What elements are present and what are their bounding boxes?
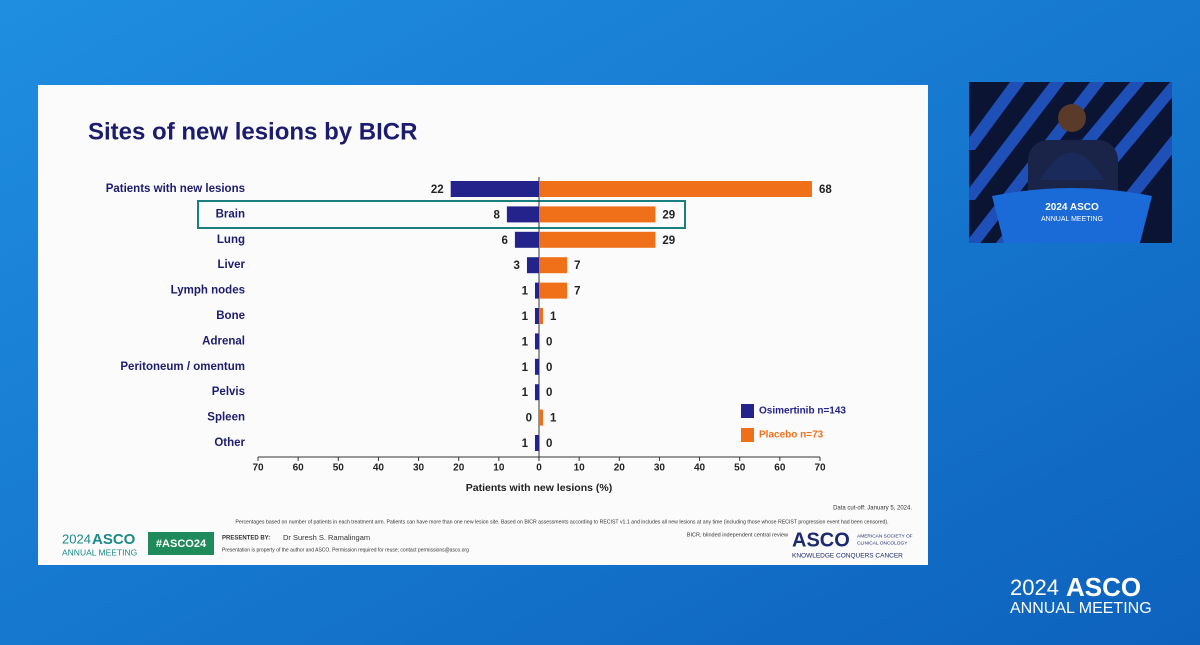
presented-by-label: PRESENTED BY: — [222, 536, 270, 542]
society-tagline: KNOWLEDGE CONQUERS CANCER — [792, 553, 903, 560]
hashtag: #ASCO24 — [156, 538, 207, 550]
x-tick-label: 70 — [814, 463, 826, 474]
data-label: 7 — [574, 286, 580, 298]
data-label: 1 — [522, 438, 529, 450]
x-tick-label: 30 — [413, 463, 425, 474]
category-label: Other — [214, 437, 245, 449]
bar — [534, 308, 539, 324]
x-tick-label: 70 — [252, 463, 264, 474]
category-label: Liver — [218, 259, 246, 271]
data-label: 1 — [522, 362, 529, 374]
data-label: 7 — [574, 260, 580, 272]
meeting-logo-brand: ASCO — [92, 531, 136, 548]
x-axis-title: Patients with new lesions (%) — [466, 482, 612, 494]
data-label: 0 — [546, 336, 552, 348]
data-label: 1 — [522, 286, 529, 298]
data-label: 29 — [662, 209, 675, 221]
corner-logo-subtitle: ANNUAL MEETING — [1010, 600, 1152, 617]
x-tick-label: 50 — [734, 463, 746, 474]
corner-logo-year: 2024 — [1010, 575, 1059, 600]
data-label: 0 — [546, 362, 552, 374]
bar — [450, 181, 539, 197]
legend-swatch — [741, 428, 754, 442]
x-tick-label: 10 — [574, 463, 586, 474]
data-label: 0 — [546, 387, 552, 399]
x-tick-label: 40 — [694, 463, 706, 474]
permission: Presentation is property of the author a… — [222, 547, 469, 553]
society-name: CLINICAL ONCOLOGY — [857, 540, 908, 546]
bar — [539, 257, 568, 274]
data-label: 3 — [514, 260, 520, 272]
bar — [539, 282, 568, 299]
bar — [534, 435, 539, 451]
x-tick-label: 60 — [774, 463, 786, 474]
category-label: Pelvis — [212, 386, 245, 398]
data-label: 1 — [550, 413, 557, 425]
society-name: AMERICAN SOCIETY OF — [857, 533, 913, 539]
data-label: 22 — [431, 184, 444, 196]
bar — [534, 282, 539, 299]
x-tick-label: 10 — [493, 463, 505, 474]
data-label: 68 — [819, 184, 832, 196]
data-label: 0 — [546, 438, 552, 450]
podium-logo-subtitle: ANNUAL MEETING — [1041, 216, 1103, 223]
category-label: Brain — [216, 208, 245, 220]
society-logo-brand: ASCO — [792, 529, 850, 551]
chart-title: Sites of new lesions by BICR — [88, 118, 417, 145]
x-tick-label: 60 — [293, 463, 305, 474]
bar — [534, 358, 539, 375]
bar — [506, 206, 539, 223]
x-tick-label: 20 — [453, 463, 465, 474]
legend-label: Osimertinib n=143 — [759, 406, 846, 417]
data-label: 29 — [662, 235, 675, 247]
x-tick-label: 50 — [333, 463, 345, 474]
category-label: Spleen — [207, 412, 245, 424]
podium-logo: 2024 ASCO — [1045, 202, 1099, 213]
bar — [539, 308, 544, 324]
legend-label: Placebo n=73 — [759, 430, 824, 441]
legend-swatch — [741, 404, 754, 418]
hashtag-badge — [148, 532, 214, 555]
presenter: Dr Suresh S. Ramalingam — [283, 533, 370, 542]
bar — [514, 231, 539, 248]
data-label: 1 — [522, 336, 529, 348]
data-label: 6 — [502, 235, 508, 247]
data-label: 0 — [526, 413, 532, 425]
meeting-logo-year: 2024 — [62, 531, 91, 546]
data-label: 1 — [550, 311, 557, 323]
category-label: Patients with new lesions — [106, 183, 245, 195]
x-tick-label: 40 — [373, 463, 385, 474]
speaker-video: 2024 ASCO ANNUAL MEETING — [969, 82, 1172, 243]
x-tick-label: 0 — [536, 463, 542, 474]
category-label: Lung — [217, 234, 245, 246]
bar — [539, 206, 656, 223]
x-tick-label: 20 — [614, 463, 626, 474]
data-label: 8 — [493, 209, 500, 221]
category-label: Bone — [216, 310, 245, 322]
corner-logo-brand: ASCO — [1066, 572, 1141, 602]
highlight-box — [197, 200, 686, 229]
bar — [534, 384, 539, 401]
data-cutoff: Data cut-off: January 5, 2024. — [833, 506, 912, 512]
abbreviation: BICR, blinded independent central review — [687, 532, 788, 538]
bar — [539, 231, 656, 248]
category-label: Lymph nodes — [171, 285, 245, 297]
bar — [539, 409, 544, 426]
category-label: Peritoneum / omentum — [120, 361, 245, 373]
slide — [38, 85, 928, 565]
x-tick-label: 30 — [654, 463, 666, 474]
footnote: Percentages based on number of patients … — [235, 519, 888, 525]
bar — [534, 333, 539, 350]
data-label: 1 — [522, 387, 529, 399]
data-label: 1 — [522, 311, 529, 323]
meeting-logo-subtitle: ANNUAL MEETING — [62, 547, 137, 557]
bar — [539, 181, 812, 197]
category-label: Adrenal — [202, 335, 245, 347]
bar — [526, 257, 539, 274]
